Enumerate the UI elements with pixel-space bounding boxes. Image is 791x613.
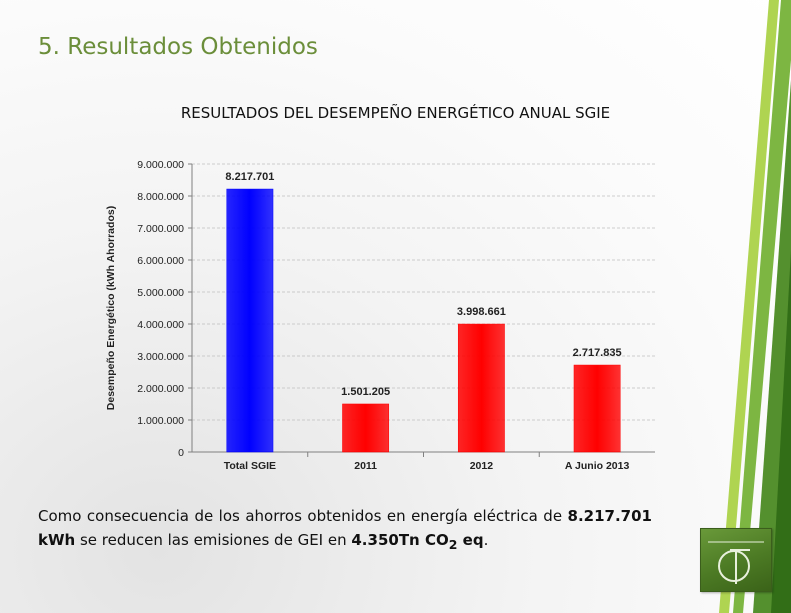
chart-svg: 0 1.000.000 2.000.000 3.000.000 4.000.000 5.0… xyxy=(105,159,655,472)
y-tick-label: 5.000.000 xyxy=(137,287,184,299)
y-tick-label: 4.000.000 xyxy=(137,319,184,331)
conclusion-text: Como consecuencia de los ahorros obtenid… xyxy=(38,504,652,557)
x-tick-label: 2011 xyxy=(354,460,377,472)
y-tick-label: 3.000.000 xyxy=(137,351,184,363)
conclusion-energy-value: 8.217.701 kWh xyxy=(38,507,652,549)
y-tick-label: 2.000.000 xyxy=(137,383,184,395)
conclusion-text-part-1: Como consecuencia de los ahorros obtenid… xyxy=(38,507,568,525)
conclusion-text-part-2: se reducen las emisiones de GEI en xyxy=(75,531,352,549)
bar-2012 xyxy=(457,323,505,453)
y-tick-label: 1.000.000 xyxy=(137,415,184,427)
y-tick-label: 6.000.000 xyxy=(137,255,184,267)
decorative-green-stripes xyxy=(719,0,791,613)
bar-value-label: 2.717.835 xyxy=(573,347,622,359)
x-tick-label: Total SGIE xyxy=(224,460,276,472)
bar-chart: 0 1.000.000 2.000.000 3.000.000 4.000.000 5.0… xyxy=(100,150,665,480)
y-tick-label: 8.000.000 xyxy=(137,191,184,203)
x-tick-label: 2012 xyxy=(470,460,494,472)
y-tick-label: 0 xyxy=(178,447,184,459)
bar-a-junio-2013 xyxy=(573,364,621,453)
bar-value-label: 8.217.701 xyxy=(225,171,274,183)
conclusion-text-end: . xyxy=(483,531,489,549)
co2-subscript: 2 xyxy=(448,537,458,552)
x-tick-label: A Junio 2013 xyxy=(565,460,630,472)
y-tick-label: 9.000.000 xyxy=(137,159,184,171)
bar-total-sgie xyxy=(226,188,274,453)
y-tick-label: 7.000.000 xyxy=(137,223,184,235)
conclusion-co2-value: 4.350Tn CO2 eq xyxy=(351,531,484,552)
chart-title: RESULTADOS DEL DESEMPEÑO ENERGÉTICO ANUA… xyxy=(180,104,611,122)
bar-value-label: 3.998.661 xyxy=(457,306,506,318)
bar-value-label: 1.501.205 xyxy=(341,386,390,398)
bar-2011 xyxy=(342,403,390,453)
slide-title: 5. Resultados Obtenidos xyxy=(38,34,318,60)
logo-mark-icon xyxy=(708,541,764,584)
company-logo xyxy=(700,528,772,592)
y-axis-label: Desempeño Energético (kWh Ahorrados) xyxy=(105,206,117,410)
